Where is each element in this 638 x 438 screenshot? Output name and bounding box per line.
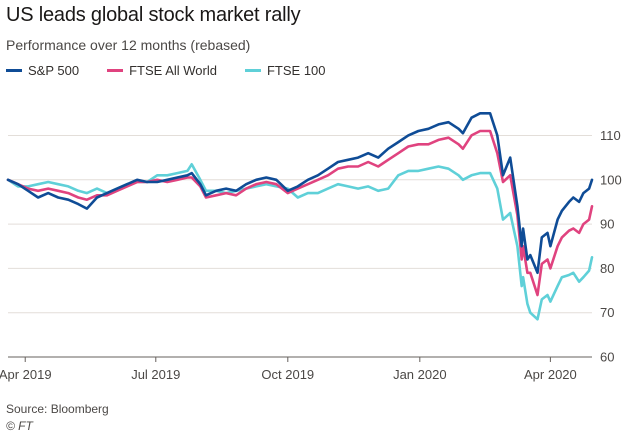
grid-layer (8, 134, 592, 358)
chart-legend: S&P 500 FTSE All World FTSE 100 (6, 63, 354, 78)
legend-swatch-ftse-100 (244, 69, 261, 72)
x-tick-label-1: Jul 2019 (131, 367, 180, 382)
y-tick-label-90: 90 (600, 217, 614, 232)
source-note: Source: Bloomberg (6, 402, 109, 416)
legend-label-ftse-100: FTSE 100 (266, 63, 326, 78)
legend-swatch-ftse-all-world (107, 69, 124, 72)
line-chart: 60 70 80 90 100 110 Apr 2019 Jul 2019 Oct 2019 Ja… (0, 112, 622, 382)
series-layer (6, 112, 594, 321)
series-line-ftse-all-world (6, 129, 594, 297)
ft-credit: © FT (6, 419, 33, 433)
y-tick-label-80: 80 (600, 261, 614, 276)
x-tick-label-0: Apr 2019 (0, 367, 52, 382)
y-tick-label-110: 110 (600, 128, 621, 143)
y-tick-label-60: 60 (600, 350, 614, 365)
legend-swatch-sp500 (6, 69, 22, 72)
y-tick-label-70: 70 (600, 305, 614, 320)
legend-label-ftse-all-world: FTSE All World (129, 63, 217, 78)
legend-item-ftse-100: FTSE 100 (244, 63, 326, 78)
legend-item-sp500: S&P 500 (6, 63, 79, 78)
x-tick-label-2: Oct 2019 (261, 367, 314, 382)
axis-layer: 60 70 80 90 100 110 Apr 2019 Jul 2019 Oct 2019 Ja… (0, 128, 622, 382)
chart-subtitle: Performance over 12 months (rebased) (6, 37, 251, 53)
y-tick-label-100: 100 (600, 172, 622, 187)
x-tick-label-3: Jan 2020 (393, 367, 447, 382)
x-tick-label-4: Apr 2020 (524, 367, 577, 382)
series-line-sp500 (6, 112, 594, 275)
legend-label-sp500: S&P 500 (28, 63, 80, 78)
chart-title: US leads global stock market rally (6, 4, 301, 26)
legend-item-ftse-all-world: FTSE All World (107, 63, 217, 78)
